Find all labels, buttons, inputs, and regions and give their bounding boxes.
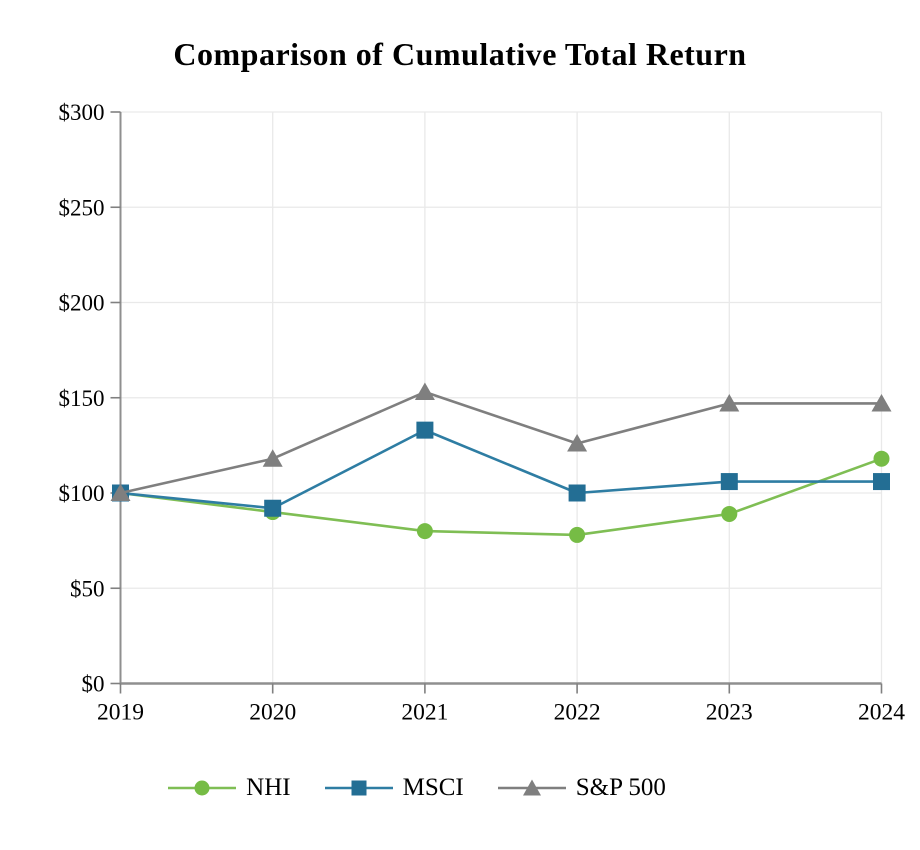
data-point-msci-2023: [720, 473, 738, 491]
data-point-msci-2022: [568, 484, 586, 502]
x-tick-label: 2022: [554, 700, 601, 726]
x-tick-label: 2020: [249, 700, 296, 726]
legend-marker-nhi-icon: [194, 780, 210, 796]
data-point-s-p-500-2024: [871, 393, 892, 412]
chart-title: Comparison of Cumulative Total Return: [173, 36, 747, 72]
series-line-nhi: [120, 457, 882, 537]
data-point-s-p-500-2020: [262, 449, 283, 467]
legend-label-s-p-500: S&P 500: [575, 774, 666, 801]
legend-marker-s-p-500-icon: [522, 779, 541, 796]
legend-item-nhi: NHI: [168, 774, 291, 802]
legend-swatch-s-p-500: [497, 779, 566, 796]
y-tick-label: $250: [59, 195, 105, 220]
chart-legend: NHI MSCI S&P 500: [0, 774, 834, 802]
x-tick-label: 2024: [858, 700, 905, 726]
data-point-msci-2024: [873, 473, 890, 491]
y-tick-label: $200: [59, 291, 105, 316]
series-line-s-p-500: [120, 390, 882, 495]
data-point-nhi-2023: [721, 505, 738, 522]
legend-swatch-msci: [324, 780, 393, 796]
y-tick-label: $50: [70, 576, 105, 601]
data-point-s-p-500-2023: [719, 393, 740, 412]
legend-marker-msci-icon: [351, 780, 367, 796]
series-line-msci: [120, 428, 882, 510]
data-point-msci-2021: [416, 421, 434, 439]
y-tick-label: $300: [59, 100, 105, 125]
data-point-nhi-2024: [873, 450, 890, 467]
legend-swatch-nhi: [168, 780, 237, 796]
data-point-nhi-2022: [569, 526, 586, 543]
legend-item-s-p-500: S&P 500: [497, 774, 666, 802]
data-point-s-p-500-2021: [414, 382, 435, 401]
data-point-s-p-500-2022: [567, 433, 588, 452]
data-point-msci-2020: [264, 499, 282, 517]
data-point-s-p-500-2019: [110, 483, 131, 501]
y-tick-label: $100: [59, 481, 105, 506]
data-point-nhi-2021: [416, 523, 433, 540]
legend-label-msci: MSCI: [402, 774, 464, 801]
y-tick-label: $150: [59, 386, 105, 411]
x-tick-label: 2021: [401, 700, 448, 726]
y-tick-label: $0: [82, 672, 105, 697]
legend-label-nhi: NHI: [246, 774, 291, 801]
x-tick-label: 2019: [97, 700, 144, 726]
x-tick-label: 2023: [706, 700, 753, 726]
legend-item-msci: MSCI: [324, 774, 464, 802]
